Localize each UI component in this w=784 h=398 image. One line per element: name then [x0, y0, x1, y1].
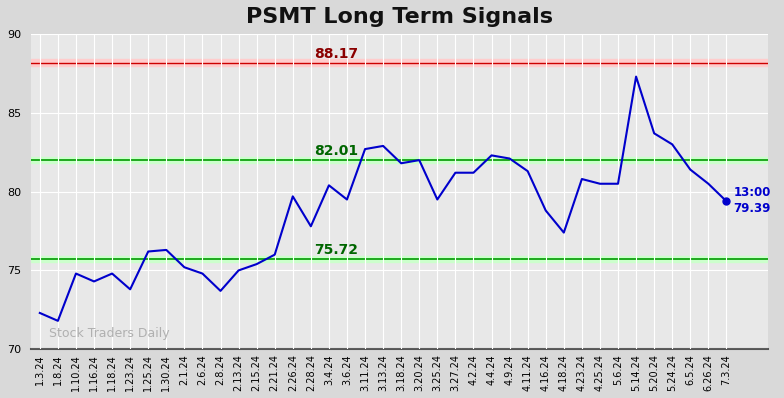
Title: PSMT Long Term Signals: PSMT Long Term Signals [246, 7, 553, 27]
Bar [31, 59, 768, 66]
Text: 88.17: 88.17 [314, 47, 358, 60]
Text: 13:00: 13:00 [734, 186, 771, 199]
Text: Stock Traders Daily: Stock Traders Daily [49, 327, 169, 340]
Text: 79.39: 79.39 [734, 202, 771, 215]
Bar [31, 256, 768, 262]
Text: 82.01: 82.01 [314, 144, 358, 158]
Bar [31, 157, 768, 163]
Text: 75.72: 75.72 [314, 243, 358, 257]
